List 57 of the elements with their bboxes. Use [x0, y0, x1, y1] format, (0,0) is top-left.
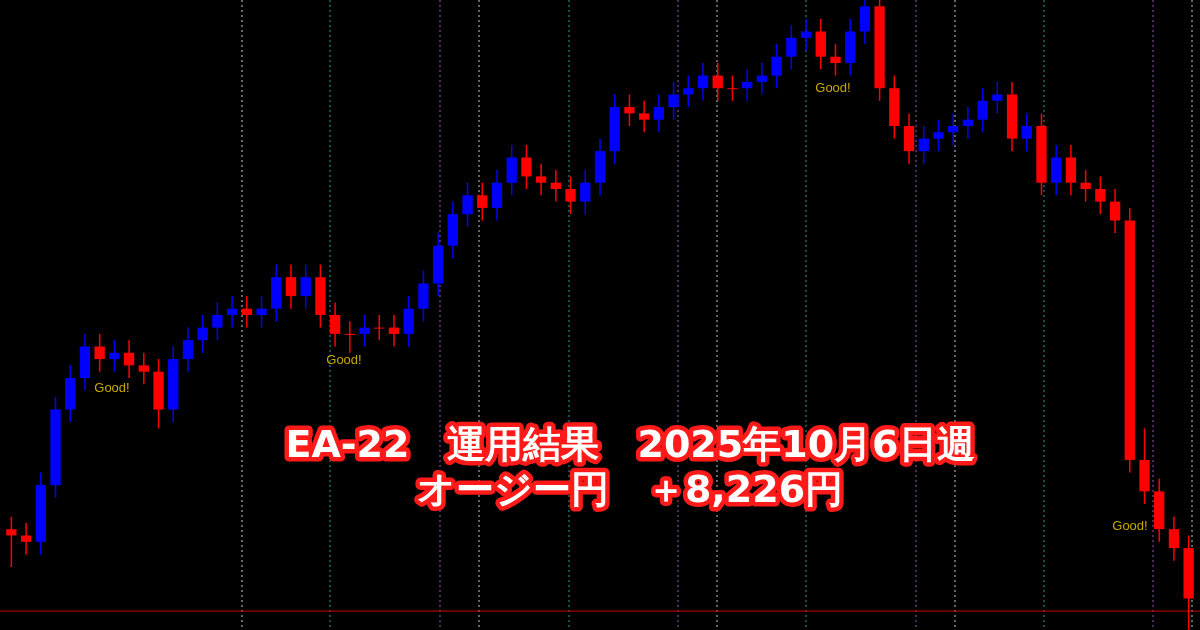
candlestick — [712, 62, 723, 102]
candlestick — [668, 81, 679, 121]
candlestick — [948, 112, 959, 146]
candlestick — [521, 144, 532, 190]
candlestick — [742, 68, 753, 102]
candlestick — [256, 295, 267, 329]
annotation: Good! — [94, 380, 130, 395]
candlestick — [182, 326, 194, 373]
candlestick — [300, 263, 311, 310]
candlestick — [683, 74, 694, 108]
candlestick — [830, 43, 841, 77]
candlestick — [1168, 515, 1180, 562]
candlestick — [138, 352, 149, 386]
annotation: Good! — [326, 352, 362, 367]
candlestick — [565, 175, 576, 215]
candlestick — [786, 24, 797, 71]
candlestick — [241, 295, 252, 329]
candlestick — [197, 314, 208, 354]
candlestick — [285, 263, 297, 310]
text: オージー円 ＋8,226円 — [416, 467, 844, 511]
candlestick — [6, 515, 17, 568]
candlestick — [94, 333, 105, 373]
candlestick — [771, 43, 782, 89]
candlestick — [977, 87, 988, 134]
candlestick — [462, 181, 473, 228]
candlestick — [550, 169, 561, 203]
candlestick — [933, 118, 944, 152]
annotation: Good! — [815, 80, 851, 95]
candlestick — [226, 295, 238, 329]
candlestick — [639, 100, 650, 134]
candlestick — [800, 18, 812, 52]
candlestick — [374, 314, 385, 341]
candlestick — [20, 522, 32, 556]
candlestick — [123, 339, 135, 379]
annotation: Good! — [1112, 518, 1148, 533]
candlestick — [329, 301, 341, 348]
candlestick — [653, 93, 665, 134]
candlestick — [1095, 175, 1106, 215]
candlestick — [697, 62, 709, 102]
candlestick — [727, 74, 738, 102]
candlestick — [212, 301, 223, 341]
candlestick — [359, 314, 370, 348]
candlestick — [1109, 188, 1121, 234]
candlestick — [756, 62, 768, 96]
candlestick — [918, 125, 929, 165]
candlestick — [109, 339, 120, 373]
candlestick — [388, 314, 400, 348]
candlestick — [624, 93, 635, 127]
candlestick — [535, 163, 547, 197]
candlestick — [1080, 169, 1091, 203]
candlestick — [344, 320, 355, 354]
candlestick — [580, 169, 591, 215]
candlestick — [477, 181, 488, 222]
candlestick — [962, 106, 974, 140]
text: EA-22 運用結果 2025年10月6日週 — [285, 422, 975, 466]
candlestick — [992, 81, 1003, 115]
candlestick — [1021, 112, 1032, 152]
